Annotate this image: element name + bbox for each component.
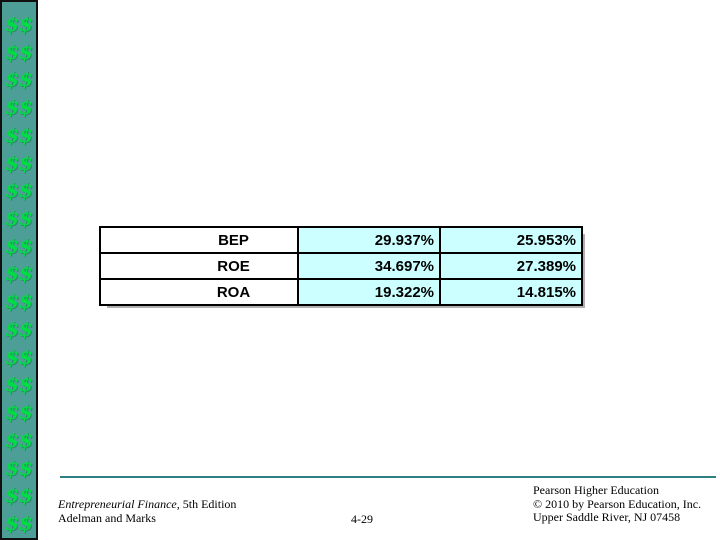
footer-book-info: Entrepreneurial Finance, 5th Edition Ade… (58, 497, 236, 525)
row-label-roa: ROA (99, 278, 299, 306)
table-row: ROE 34.697% 27.389% (99, 252, 583, 280)
book-title-line: Entrepreneurial Finance, 5th Edition (58, 497, 236, 511)
publisher-address: Upper Saddle River, NJ 07458 (533, 510, 681, 524)
dollar-symbol: $$ (5, 122, 33, 147)
table-row: ROA 19.322% 14.815% (99, 278, 583, 306)
dollar-symbol: $$ (5, 206, 33, 231)
roa-value-1: 19.322% (297, 278, 441, 306)
row-label-roe: ROE (99, 252, 299, 280)
roe-value-1: 34.697% (297, 252, 441, 280)
dollar-symbol: $$ (5, 427, 33, 452)
publisher-info: Pearson Higher Education © 2010 by Pears… (533, 483, 702, 525)
book-edition: 5th Edition (179, 497, 237, 511)
dollar-symbol: $$ (5, 67, 33, 92)
roa-value-2: 14.815% (439, 278, 583, 306)
dollar-symbol: $$ (5, 455, 33, 480)
row-label-bep: BEP (99, 226, 299, 254)
dollar-symbol: $$ (5, 233, 33, 258)
book-authors: Adelman and Marks (58, 511, 156, 525)
dollar-symbol: $$ (5, 344, 33, 369)
dollar-symbol: $$ (5, 150, 33, 175)
roe-value-2: 27.389% (439, 252, 583, 280)
dollar-symbol: $$ (5, 95, 33, 120)
dollar-symbol: $$ (5, 12, 33, 36)
footer-divider-line (60, 476, 716, 478)
dollar-symbol: $$ (5, 289, 33, 314)
dollar-symbol: $$ (5, 372, 33, 397)
dollar-symbol: $$ (5, 39, 33, 64)
dollar-symbol: $$ (5, 178, 33, 203)
book-title: Entrepreneurial Finance, (58, 497, 180, 511)
bep-value-2: 25.953% (439, 226, 583, 254)
dollar-symbol: $$ (5, 316, 33, 341)
ratios-table: BEP 29.937% 25.953% ROE 34.697% 27.389% … (99, 226, 583, 306)
slide-number: 4-29 (351, 512, 373, 526)
ratios-table-grid: BEP 29.937% 25.953% ROE 34.697% 27.389% … (99, 226, 583, 306)
dollar-symbol: $$ (5, 400, 33, 425)
publisher-name: Pearson Higher Education (533, 483, 659, 497)
publisher-copyright: © 2010 by Pearson Education, Inc. (533, 496, 702, 511)
table-row: BEP 29.937% 25.953% (99, 226, 583, 254)
dollar-symbol: $$ (5, 510, 33, 535)
bep-value-1: 29.937% (297, 226, 441, 254)
money-strip: $$ $$ $$ $$ $$ $$ $$ $$ $$ $$ $$ $$ $$ $$ $$ $$ $$ $$ $$ (0, 0, 38, 540)
dollar-symbol: $$ (5, 483, 33, 508)
dollar-symbol: $$ (5, 261, 33, 286)
